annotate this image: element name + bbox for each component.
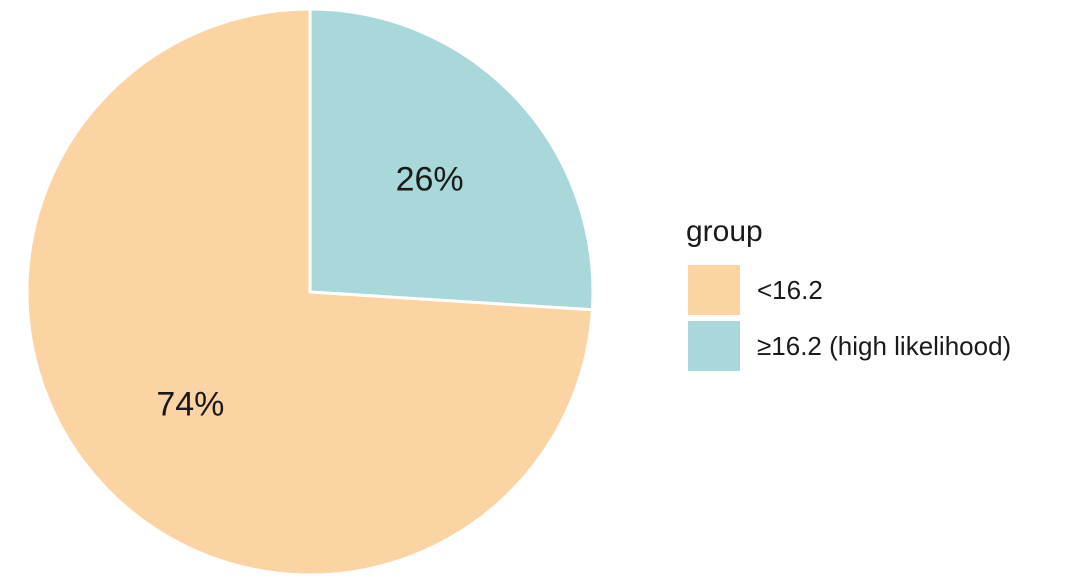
legend-label-1: ≥16.2 (high likelihood): [757, 331, 1011, 361]
pie-slice-labels: 26% 74%: [156, 161, 463, 424]
legend-items: <16.2 ≥16.2 (high likelihood): [688, 265, 1011, 371]
pie-slice-1: [308, 7, 595, 312]
legend-key-1: [688, 321, 740, 371]
legend-key-0: [688, 265, 740, 315]
legend-title: group: [686, 215, 763, 248]
pie-slices: [25, 7, 595, 577]
pie-slice-0: [25, 7, 595, 577]
pie-slice-label-0: 74%: [156, 385, 224, 423]
pie-slice-label-1: 26%: [396, 161, 464, 199]
legend: group <16.2 ≥16.2 (high likelihood): [686, 215, 1011, 371]
legend-label-0: <16.2: [757, 275, 823, 305]
